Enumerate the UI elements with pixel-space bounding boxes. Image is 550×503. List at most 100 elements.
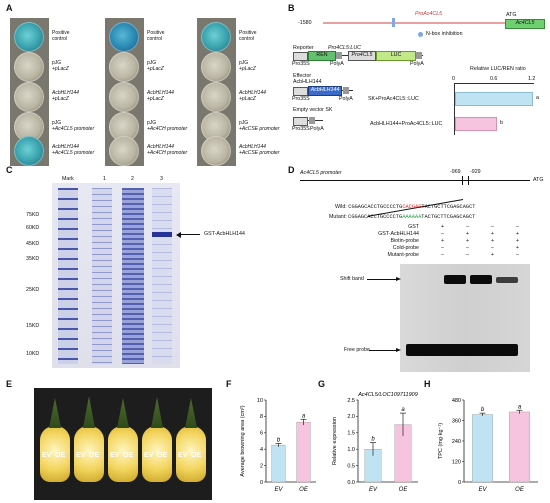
pro35s-label: Pro35S: [292, 61, 310, 67]
pineapple-fruit: [176, 426, 206, 482]
y-tick-label: 0.0: [347, 480, 355, 486]
panel-label-e: E: [6, 379, 13, 389]
y-tick-label: 480: [452, 398, 461, 404]
x-tick-label: OE: [515, 487, 525, 493]
fruit-label-ev: EV: [76, 452, 86, 459]
ratio-bar-sk: [455, 92, 533, 106]
a2-label: AcbHLH144 +pLacZ: [147, 90, 174, 102]
gel-lane-2: [122, 188, 144, 364]
significance-letter: b: [371, 437, 375, 443]
gel-lane-1: [92, 188, 112, 364]
significance-letter: a: [401, 407, 405, 413]
a3-label: AcbHLH144 +pLacZ: [239, 90, 266, 102]
a3-label: pJG +AcCSE promoter: [239, 120, 280, 132]
effector-box: AcbHLH144: [308, 86, 342, 96]
pro35s-arrow: [293, 117, 308, 126]
a2-label: AcbHLH144 +Ac4CH promoter: [147, 144, 188, 156]
a3-label: AcbHLH144 +AcCSE promoter: [239, 144, 280, 156]
shift-band: [470, 275, 492, 284]
polya-box: [336, 52, 342, 59]
promoter-start-position: -1580: [298, 20, 312, 26]
empty-vector-title: Empty vector SK: [293, 107, 333, 113]
x-tick-label: OE: [299, 487, 309, 493]
lane-label: 1: [103, 176, 106, 182]
x-tick-label: EV: [478, 487, 487, 493]
emsa-row-values: + – – – – + + + + + + + – – – + – – + –: [440, 224, 520, 258]
luc-box: LUC: [376, 51, 416, 61]
y-tick-label: 0.5: [347, 463, 355, 469]
fruit-label-ev: EV: [42, 452, 52, 459]
yeast-plate: [14, 136, 44, 166]
gel-lane-3: [152, 188, 172, 364]
significance-letter: a: [302, 413, 306, 419]
panel-label-g: G: [318, 379, 326, 389]
site-tick: [462, 176, 463, 185]
marker-size: 10KD: [26, 351, 40, 357]
marker-size: 15KD: [26, 323, 40, 329]
effector-title: Effector: [293, 73, 312, 79]
chart-h: 0 120 240 360 480 TPC (mg·kg⁻¹) b EV a OE: [438, 398, 538, 493]
shift-band: [444, 275, 466, 284]
y-tick-label: 2: [260, 463, 263, 469]
a1-label: pJG +pLacZ: [52, 60, 69, 72]
promoter-line: [323, 22, 505, 24]
promoter-name: ProAc4CL5: [415, 11, 443, 17]
atg-label: ATG: [533, 177, 544, 183]
marker-size: 45KD: [26, 241, 40, 247]
promoter-title: Ac4CL5 promoter: [300, 170, 342, 176]
crown-icon: [185, 398, 197, 428]
wild-seq-row: Wild: CGGAGCACCTGCCCCTGCACGAGTACTGCTTCGA…: [335, 204, 476, 210]
a3-label: pJG +pLacZ: [239, 60, 256, 72]
y-tick-label: 10: [257, 398, 263, 404]
fruit-label-oe: OE: [191, 452, 202, 459]
panel-label-f: F: [226, 379, 232, 389]
y-axis-label: Relative expression: [332, 417, 338, 465]
polya-label: PolyA: [330, 61, 344, 67]
nbox-legend-text: N-box inhibition: [426, 31, 463, 37]
lane-label: Mark: [62, 176, 74, 182]
lane-label: 2: [131, 176, 134, 182]
y-tick-label: 360: [452, 418, 461, 424]
polya-box: [416, 52, 422, 59]
a1-label: AcbHLH144 +pLacZ: [52, 90, 79, 102]
pineapple-fruit: [108, 426, 138, 482]
y-tick-label: 1.0: [347, 447, 355, 453]
pro35s-label: Pro35S: [292, 126, 310, 132]
site-pos: -929: [470, 169, 481, 175]
y-tick-label: 8: [260, 414, 263, 420]
bar: [472, 414, 493, 483]
ratio-y-axis: [454, 83, 455, 135]
ratio-tick: 1.2: [528, 76, 536, 82]
panel-label-d: D: [288, 165, 295, 175]
photo-frame: EV OE EV OE EV OE EV OE EV OE: [34, 388, 212, 500]
chart-f: 0 2 4 6 8 10 Average browning area (cm²) b EV a OE: [240, 398, 316, 493]
free-arrow: [369, 350, 397, 351]
polya-label: PolyA: [339, 96, 353, 102]
ratio-tick: 0: [452, 76, 455, 82]
pro35s-arrow: [293, 87, 308, 96]
chart-title: Ac4CL5/LOC109711909: [357, 392, 418, 398]
ratio-letter: b: [500, 120, 503, 126]
polya-box: [309, 117, 315, 124]
band-label: GST-AcbHLH144: [204, 231, 245, 237]
nbox-site-marker: [392, 18, 395, 27]
fruit-label-ev: EV: [144, 452, 154, 459]
y-tick-label: 6: [260, 431, 263, 437]
bar: [296, 421, 311, 483]
crown-icon: [83, 396, 95, 428]
yeast-plate: [201, 82, 231, 112]
y-tick-label: 120: [452, 459, 461, 465]
yeast-plate: [201, 52, 231, 82]
crown-icon: [151, 397, 163, 428]
shift-band-label: Shift band: [340, 276, 364, 282]
y-tick-label: 4: [260, 447, 263, 453]
marker-size: 25KD: [26, 287, 40, 293]
a3-label: Positive control: [239, 30, 257, 42]
site-tick: [468, 176, 469, 185]
y-tick-label: 1.5: [347, 431, 355, 437]
empty-backbone: [293, 120, 323, 121]
yeast-plate: [14, 52, 44, 82]
shift-band: [496, 277, 518, 283]
ratio-tick: 0.6: [490, 76, 498, 82]
yeast-plate: [14, 22, 44, 52]
